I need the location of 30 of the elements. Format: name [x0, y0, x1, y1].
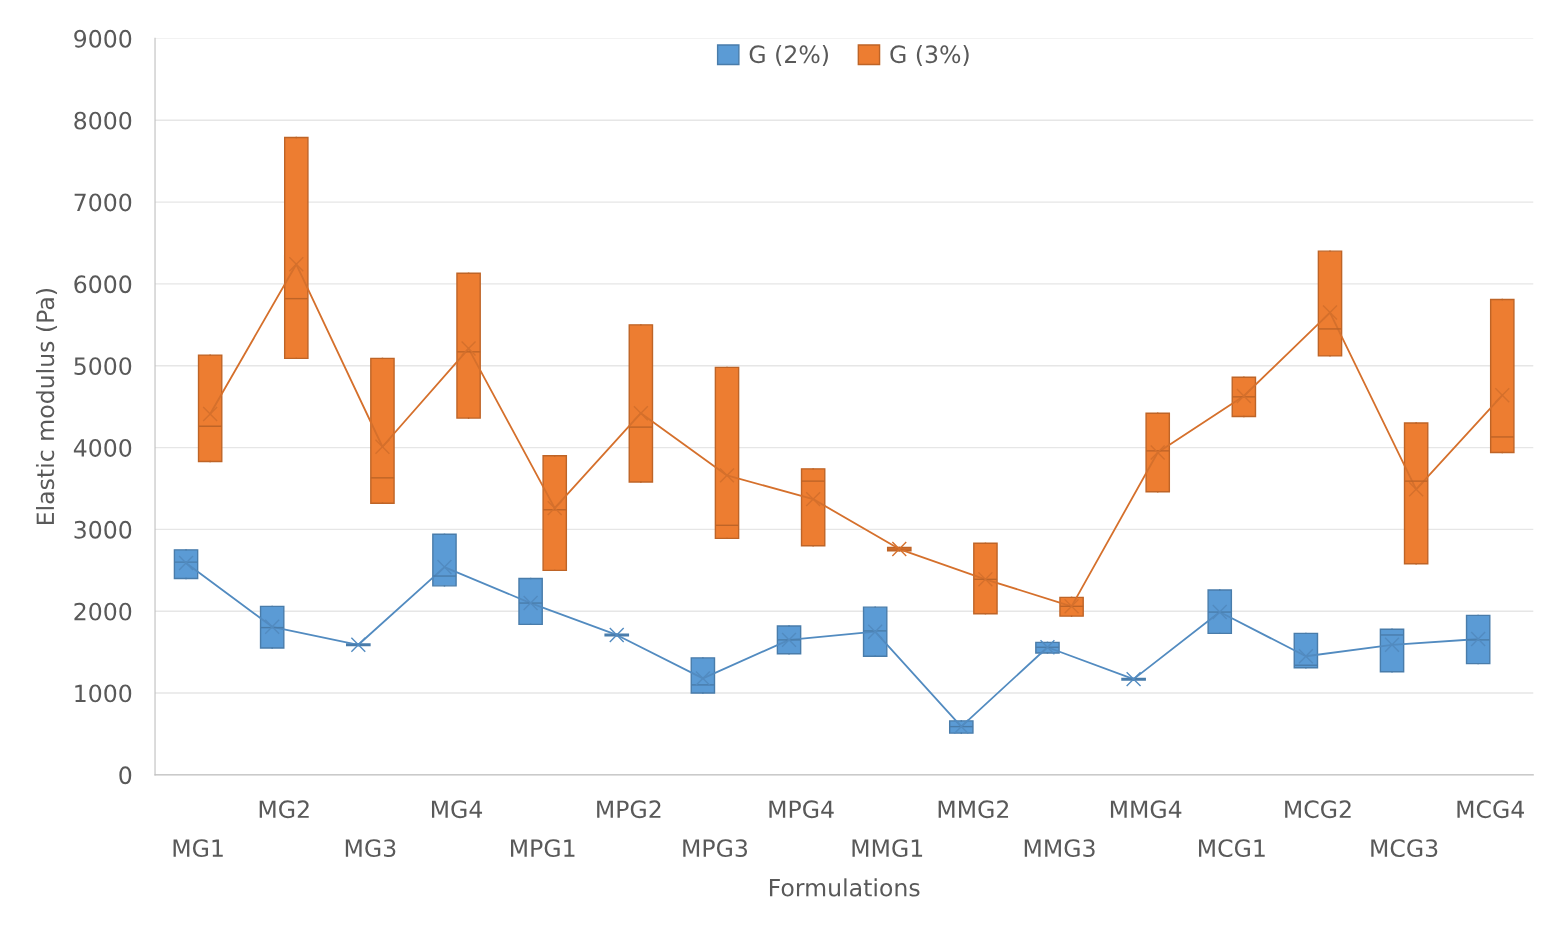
y-tick-label: 8000: [74, 111, 132, 130]
x-tick-label: MMG3: [1024, 839, 1095, 858]
y-tick-label: 1000: [75, 684, 132, 703]
x-tick-label: MG1: [173, 839, 223, 858]
x-tick-label: MPG2: [597, 800, 661, 819]
x-tick-label: MCG3: [1371, 839, 1438, 858]
legend-label: G (3%): [890, 44, 969, 66]
legend-label: G (2%): [749, 44, 828, 66]
y-tick-label: 9000: [74, 29, 132, 48]
y-tick-label: 7000: [74, 193, 132, 212]
x-tick-label: MCG1: [1199, 839, 1265, 858]
x-tick-label: MMG1: [852, 839, 923, 858]
x-tick-label: MG2: [259, 800, 309, 819]
x-tick-label: MCG2: [1285, 800, 1351, 819]
x-tick-label: MPG1: [511, 839, 575, 858]
x-tick-label: MPG3: [683, 839, 748, 858]
x-tick-label: MMG2: [938, 800, 1009, 819]
x-axis-title: Formulations: [769, 878, 920, 897]
x-tick-label: MCG4: [1457, 800, 1524, 819]
y-tick-label: 5000: [74, 357, 132, 376]
x-tick-label: MMG4: [1110, 800, 1182, 819]
x-tick-label: MPG4: [769, 800, 834, 819]
y-tick-label: 6000: [74, 275, 132, 294]
y-tick-label: 2000: [74, 602, 132, 621]
y-tick-label: 3000: [74, 520, 132, 539]
x-tick-label: MG3: [345, 839, 396, 858]
y-tick-label: 4000: [73, 439, 132, 457]
y-tick-label: 0: [119, 766, 132, 785]
x-tick-label: MG4: [431, 800, 483, 819]
y-axis-title: Elastic modulus (Pa): [35, 289, 58, 525]
